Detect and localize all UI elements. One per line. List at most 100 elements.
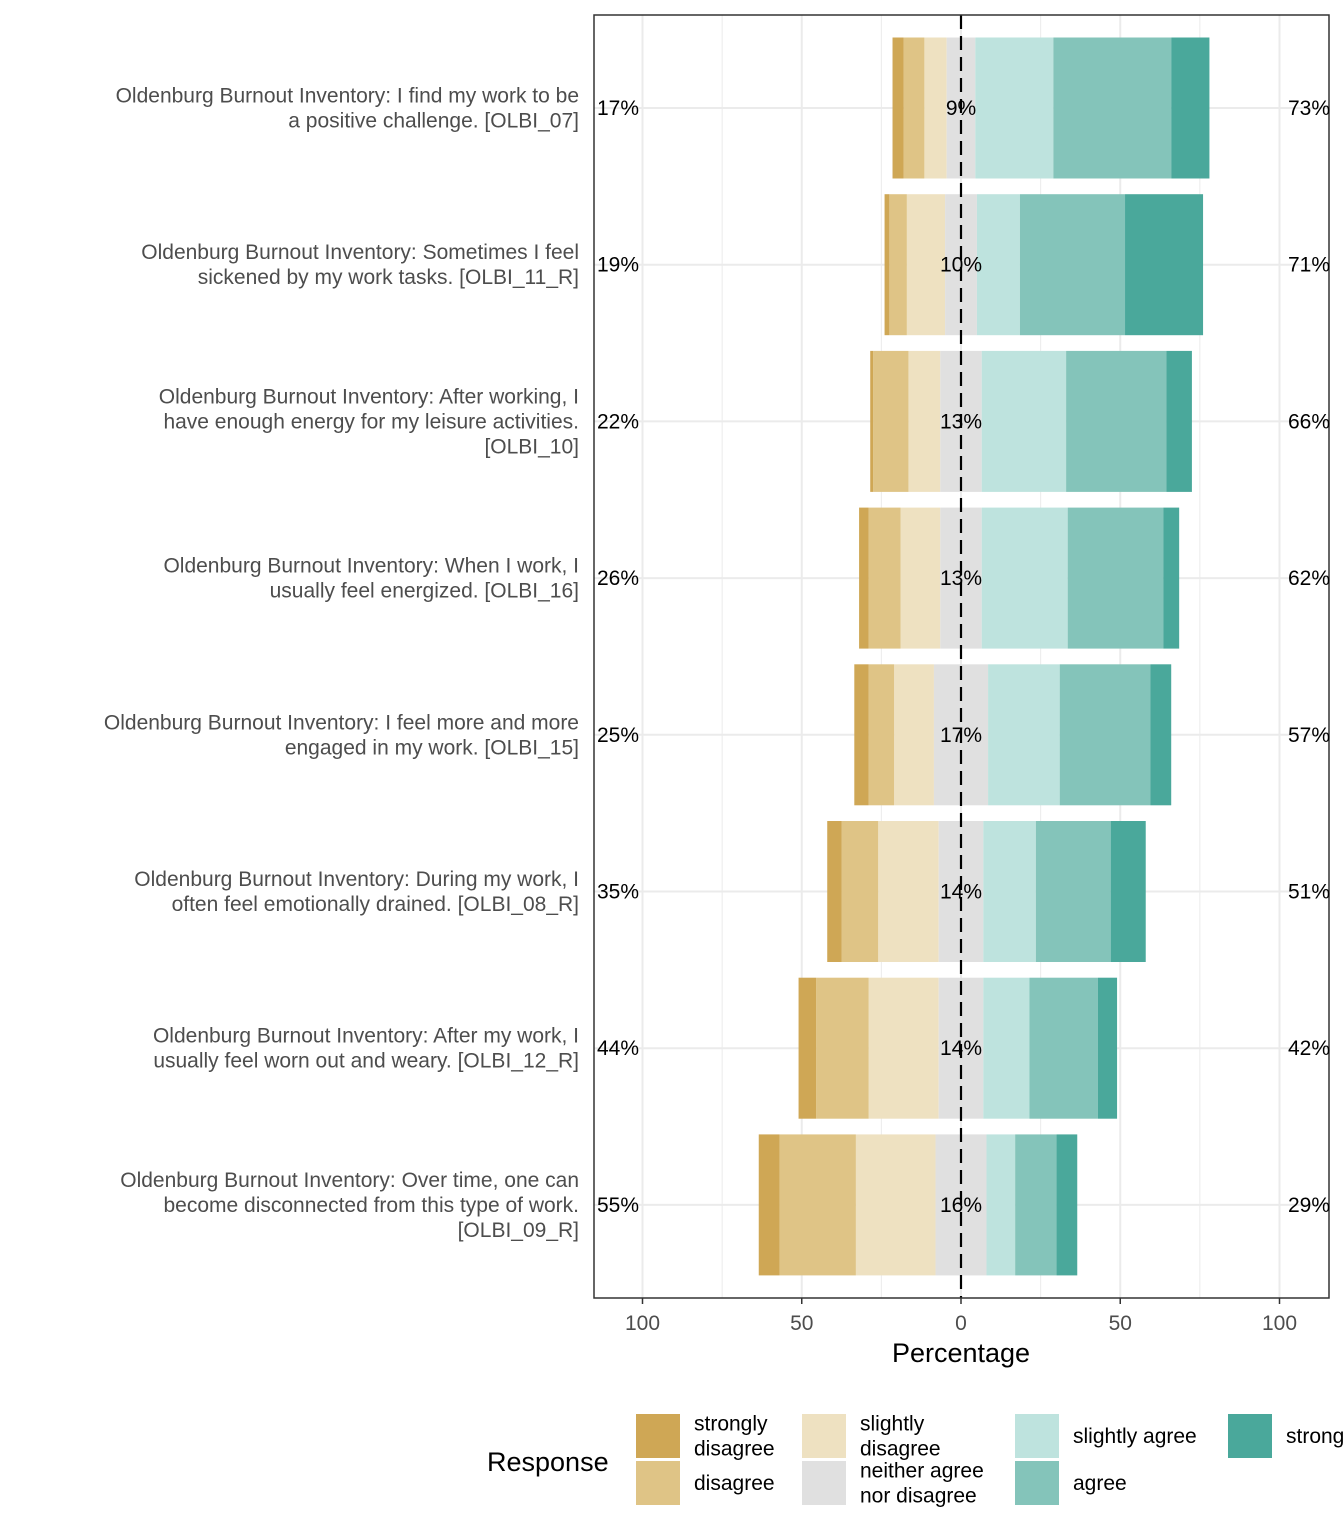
legend-label: slightly agree (1073, 1425, 1197, 1448)
bar-strongly-agree-row-3 (1166, 350, 1192, 492)
low-percent-label: 44% (597, 1037, 639, 1060)
neutral-percent-label: 14% (940, 881, 982, 904)
bar-agree-row-5 (1059, 664, 1151, 806)
bar-agree-row-4 (1067, 507, 1164, 649)
bar-strongly-disagree-row-1 (892, 37, 904, 179)
legend-label: agree (1073, 1472, 1127, 1495)
legend-key-slightly-agree (1015, 1414, 1059, 1458)
legend-label: nor disagree (860, 1485, 977, 1508)
item-label-line: Oldenburg Burnout Inventory: When I work… (163, 555, 579, 578)
item-label-line: have enough energy for my leisure activi… (163, 410, 579, 433)
bar-disagree-row-3 (873, 350, 909, 492)
neutral-percent-label: 13% (940, 567, 982, 590)
bar-slightly-agree-row-3 (981, 350, 1067, 492)
x-tick-label: 100 (1262, 1312, 1297, 1335)
bar-disagree-row-1 (903, 37, 925, 179)
low-percent-label: 22% (597, 410, 639, 433)
x-tick-label: 50 (790, 1312, 813, 1335)
neutral-percent-label: 13% (940, 410, 982, 433)
bar-disagree-row-8 (779, 1134, 856, 1276)
low-percent-label: 25% (597, 724, 639, 747)
item-labels: Oldenburg Burnout Inventory: I find my w… (104, 85, 579, 1242)
bar-strongly-disagree-row-6 (827, 821, 842, 962)
item-label-line: Oldenburg Burnout Inventory: I find my w… (116, 85, 579, 108)
item-label-line: often feel emotionally drained. [OLBI_08… (172, 893, 579, 916)
bar-strongly-disagree-row-4 (859, 507, 869, 649)
bar-strongly-disagree-row-7 (798, 977, 817, 1119)
bar-slightly-agree-row-2 (976, 194, 1020, 336)
x-tick-label: 100 (625, 1312, 660, 1335)
legend-label: disagree (860, 1438, 941, 1461)
item-label-line: Oldenburg Burnout Inventory: During my w… (134, 868, 579, 891)
bar-slightly-agree-row-6 (983, 821, 1036, 962)
neutral-percent-label: 16% (940, 1194, 982, 1217)
bar-strongly-agree-row-8 (1056, 1134, 1078, 1276)
item-label-line: become disconnected from this type of wo… (163, 1194, 579, 1217)
item-label-line: usually feel worn out and weary. [OLBI_1… (153, 1050, 579, 1073)
item-label-line: a positive challenge. [OLBI_07] (288, 110, 579, 133)
item-label-line: Oldenburg Burnout Inventory: Sometimes I… (141, 241, 579, 264)
high-percent-label: 51% (1288, 881, 1330, 904)
legend-label: strongly (694, 1413, 768, 1436)
item-label-line: [OLBI_10] (484, 435, 579, 458)
neutral-percent-label: 9% (946, 97, 976, 120)
bar-disagree-row-6 (841, 821, 879, 962)
bar-agree-row-8 (1015, 1134, 1057, 1276)
bar-slightly-agree-row-8 (986, 1134, 1016, 1276)
legend-key-neither-agree-nor-disagree (802, 1461, 846, 1505)
bar-slightly-disagree-row-8 (855, 1134, 936, 1276)
bar-disagree-row-4 (868, 507, 901, 649)
bar-disagree-row-7 (816, 977, 869, 1119)
bar-slightly-disagree-row-5 (894, 664, 934, 806)
bar-strongly-disagree-row-3 (870, 350, 874, 492)
bar-strongly-agree-row-5 (1150, 664, 1172, 806)
legend: Responsestronglydisagreedisagreeslightly… (487, 1413, 1344, 1508)
bar-strongly-agree-row-1 (1171, 37, 1210, 179)
bar-slightly-agree-row-1 (975, 37, 1054, 179)
bar-disagree-row-5 (868, 664, 895, 806)
high-percent-label: 57% (1288, 724, 1330, 747)
bar-agree-row-7 (1029, 977, 1098, 1119)
bar-slightly-disagree-row-2 (906, 194, 946, 336)
neutral-percent-label: 10% (940, 254, 982, 277)
item-label-line: [OLBI_09_R] (458, 1219, 579, 1242)
x-tick-label: 0 (955, 1312, 967, 1335)
bar-strongly-disagree-row-2 (884, 194, 890, 336)
high-percent-label: 62% (1288, 567, 1330, 590)
high-percent-label: 66% (1288, 410, 1330, 433)
neutral-percent-label: 17% (940, 724, 982, 747)
low-percent-label: 26% (597, 567, 639, 590)
high-percent-label: 42% (1288, 1037, 1330, 1060)
item-label-line: Oldenburg Burnout Inventory: Over time, … (120, 1169, 579, 1192)
bar-slightly-disagree-row-6 (878, 821, 939, 962)
legend-key-disagree (636, 1461, 680, 1505)
x-axis-title: Percentage (892, 1338, 1030, 1368)
bar-slightly-agree-row-4 (981, 507, 1068, 649)
bar-agree-row-3 (1066, 350, 1167, 492)
bar-strongly-disagree-row-5 (854, 664, 869, 806)
bar-agree-row-6 (1035, 821, 1111, 962)
legend-label: neither agree (860, 1460, 984, 1483)
bar-strongly-agree-row-7 (1097, 977, 1118, 1119)
bar-segments (758, 37, 1210, 1276)
bar-slightly-agree-row-5 (988, 664, 1060, 806)
percent-labels: 17% 9% 73% 19% 10% 71% 22% 13% 66% 26% 13% 62% 25% 17… (597, 97, 1330, 1217)
bar-agree-row-2 (1019, 194, 1126, 336)
low-percent-label: 55% (597, 1194, 639, 1217)
low-percent-label: 35% (597, 881, 639, 904)
legend-label: strongly agree (1286, 1425, 1344, 1448)
item-label-line: sickened by my work tasks. [OLBI_11_R] (198, 266, 579, 289)
bar-slightly-disagree-row-4 (900, 507, 941, 649)
legend-key-strongly-agree (1228, 1414, 1272, 1458)
legend-key-slightly-disagree (802, 1414, 846, 1458)
bar-disagree-row-2 (889, 194, 907, 336)
legend-title: Response (487, 1447, 609, 1477)
bar-strongly-agree-row-4 (1163, 507, 1180, 649)
x-tick-label: 50 (1109, 1312, 1132, 1335)
low-percent-label: 19% (597, 254, 639, 277)
high-percent-label: 73% (1288, 97, 1330, 120)
bar-strongly-disagree-row-8 (758, 1134, 780, 1276)
high-percent-label: 29% (1288, 1194, 1330, 1217)
bar-slightly-disagree-row-1 (924, 37, 947, 179)
